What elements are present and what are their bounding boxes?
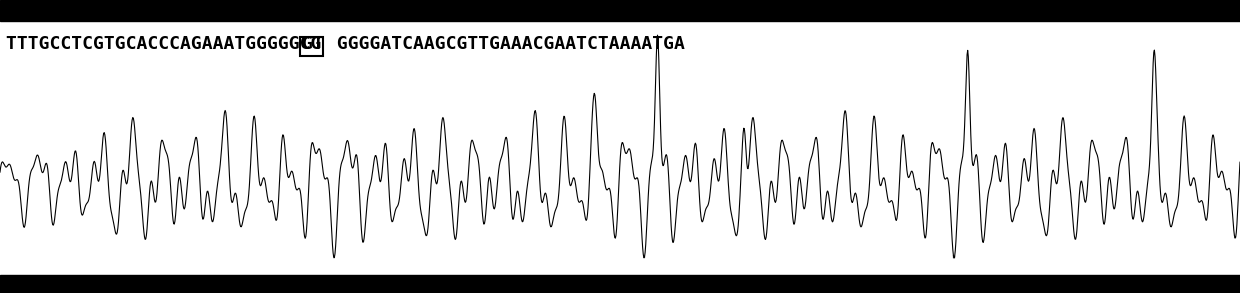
FancyBboxPatch shape (0, 0, 1240, 21)
Text: TTTGCCTCGTGCACCCAGAAATGGGGGCG: TTTGCCTCGTGCACCCAGAAATGGGGGCG (6, 35, 332, 53)
Text: GT: GT (301, 35, 324, 53)
Bar (300, 37, 322, 56)
FancyBboxPatch shape (0, 275, 1240, 293)
Text: GGGGATCAAGCGTTGAAACGAATCTAAAATGA: GGGGATCAAGCGTTGAAACGAATCTAAAATGA (326, 35, 686, 53)
